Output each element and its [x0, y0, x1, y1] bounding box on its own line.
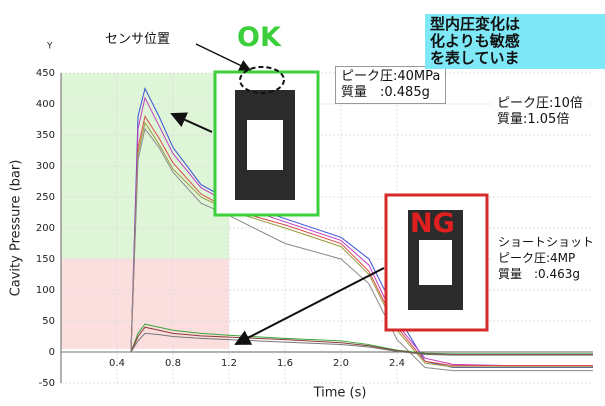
callout-line: 型内圧変化は [430, 16, 605, 33]
callout-line: を表していま [430, 50, 605, 67]
callout-line: 化よりも敏感 [430, 33, 605, 50]
ok-box-line: ピーク圧:40MPa [341, 69, 440, 85]
ng-box-line: ピーク圧:4MP [498, 250, 594, 266]
ratio-box: ピーク圧:10倍 質量:1.05倍 [492, 94, 588, 130]
ng-label: NG [410, 208, 455, 239]
ok-label: OK [237, 22, 281, 53]
ratio-box-line: 質量:1.05倍 [497, 112, 583, 128]
callout: 型内圧変化は 化よりも敏感 を表していま [425, 14, 605, 69]
ratio-box-line: ピーク圧:10倍 [497, 96, 583, 112]
ng-box-line: 質量 :0.463g [498, 266, 594, 282]
ok-arrow [172, 114, 212, 132]
ok-box-line: 質量 :0.485g [341, 85, 440, 101]
page: Y Time (s) Cavity Pressure (bar) -500501… [0, 0, 605, 406]
sensor-label: センサ位置 [100, 30, 175, 50]
ng-arrow [236, 268, 384, 344]
ok-box: ピーク圧:40MPa 質量 :0.485g [335, 66, 446, 104]
ng-box: ショートショット ピーク圧:4MP 質量 :0.463g [493, 232, 599, 284]
ng-box-line: ショートショット [498, 234, 594, 250]
